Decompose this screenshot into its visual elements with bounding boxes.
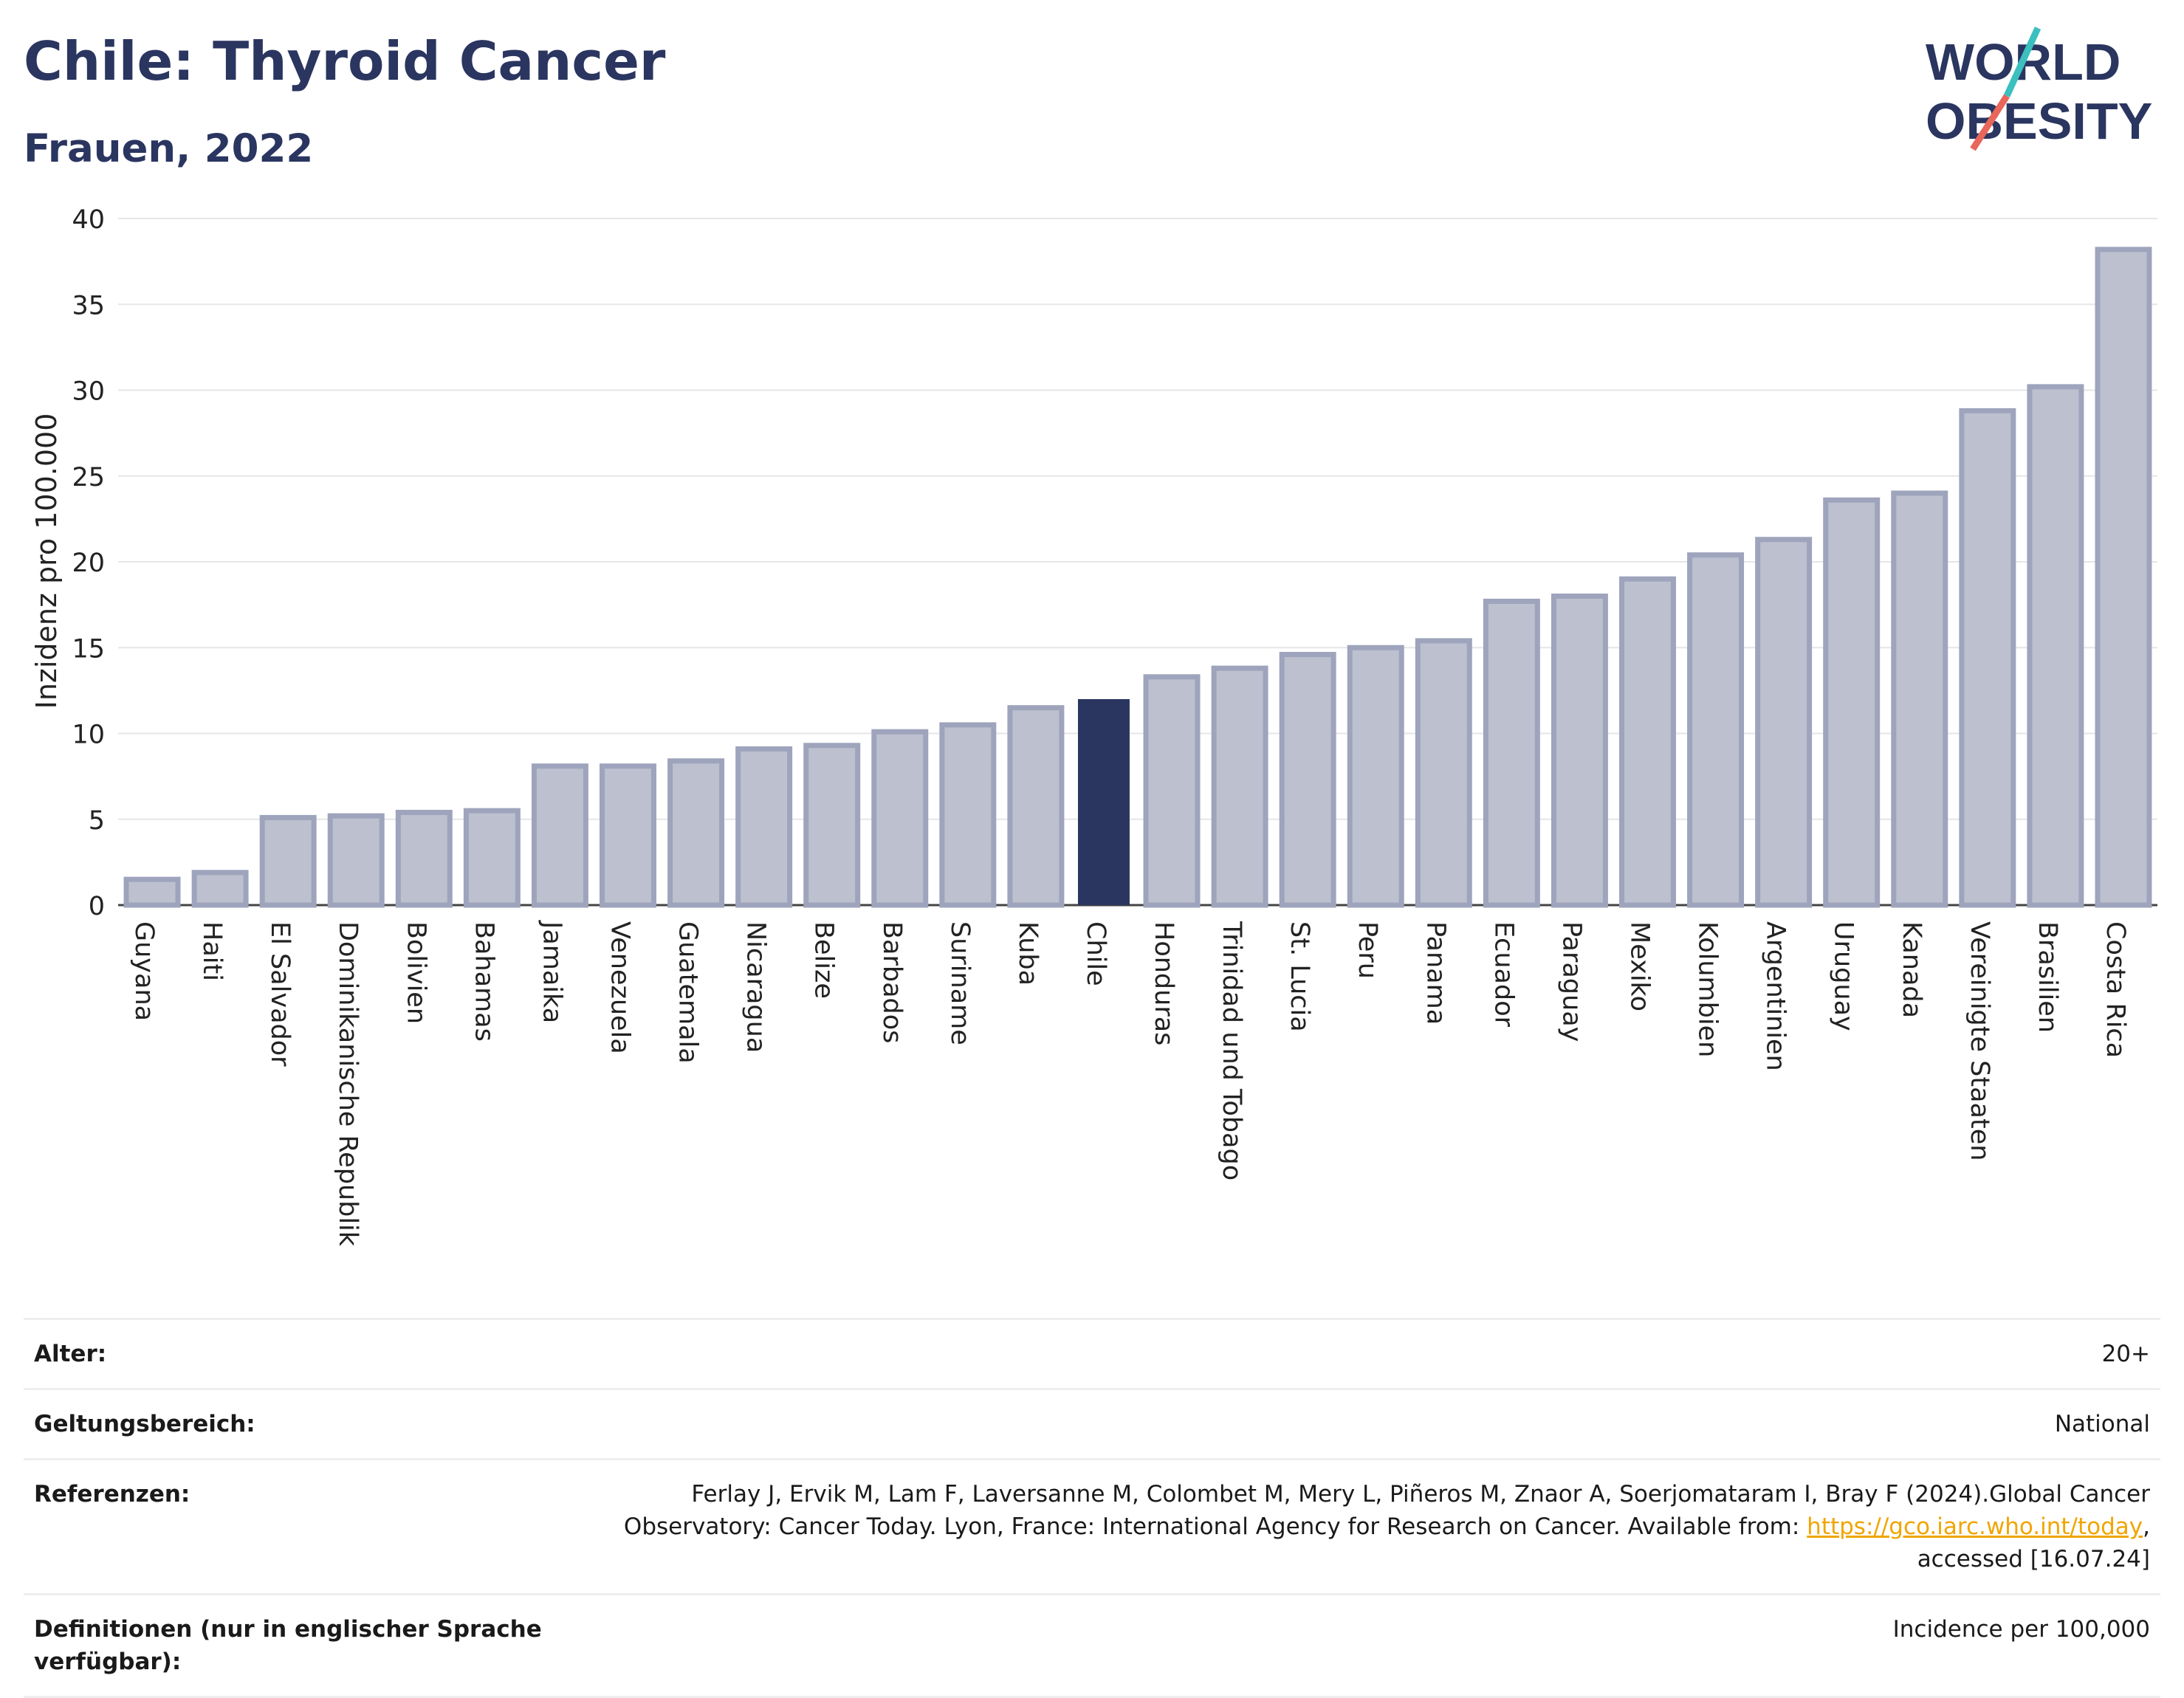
bar-suriname <box>939 722 997 908</box>
y-axis-ticks: 0 5 10 15 20 25 30 35 40 <box>72 205 105 921</box>
grid-lines <box>118 218 2157 907</box>
x-tick-label: Barbados <box>877 921 907 1043</box>
bar-vereinigte-staaten <box>1959 408 2016 908</box>
meta-label-references: Referenzen: <box>34 1481 190 1508</box>
y-tick-label: 35 <box>72 291 105 320</box>
bar-haiti <box>191 870 249 908</box>
x-tick-label: Argentinien <box>1761 921 1790 1071</box>
x-tick-label: Bahamas <box>469 921 498 1042</box>
y-tick-label: 5 <box>89 806 105 836</box>
meta-row-scope: Geltungsbereich: National <box>24 1388 2160 1458</box>
reference-accessed: , accessed [16.07.24] <box>1917 1513 2150 1572</box>
x-tick-label: Mexiko <box>1625 921 1655 1011</box>
bar-bahamas <box>463 808 521 908</box>
meta-value-scope: National <box>2054 1411 2150 1437</box>
bar-kolumbien <box>1687 552 1745 908</box>
x-tick-label: St. Lucia <box>1285 921 1314 1032</box>
bar-belize <box>803 743 861 908</box>
x-tick-label: Ecuador <box>1488 921 1518 1028</box>
world-obesity-logo: WORLD OBESITY <box>1926 27 2152 151</box>
bar-brasilien <box>2027 384 2084 908</box>
bar-jamaika <box>531 763 588 908</box>
x-tick-label: Bolivien <box>401 921 430 1024</box>
y-tick-label: 25 <box>72 463 105 492</box>
x-tick-label: Suriname <box>945 921 975 1045</box>
bar-trinidad-und-tobago <box>1211 665 1268 908</box>
x-tick-label: Trinidad und Tobago <box>1217 921 1246 1180</box>
x-tick-label: Nicaragua <box>741 921 771 1053</box>
meta-value-definitions: Incidence per 100,000 <box>1892 1616 2150 1643</box>
x-tick-label: Peru <box>1353 921 1382 979</box>
x-axis-labels: Guyana Haiti El Salvador Dominikanische Rep… <box>129 920 2130 1247</box>
bar-chart: 0 5 10 15 20 25 30 35 40 Guyana Haiti El Salvador D… <box>30 205 2157 1247</box>
x-tick-label: El Salvador <box>265 921 295 1067</box>
bars <box>123 247 2152 908</box>
bar-honduras <box>1143 674 1201 908</box>
y-tick-label: 20 <box>72 549 105 578</box>
meta-row-definitions: Definitionen (nur in englischer Sprache … <box>24 1593 2160 1698</box>
x-tick-label: Uruguay <box>1829 921 1858 1031</box>
bar-ecuador <box>1483 598 1540 908</box>
bar-peru <box>1347 645 1404 908</box>
x-tick-label: Dominikanische Republik <box>333 921 363 1247</box>
bar-guatemala <box>667 758 725 908</box>
bar-el-salvador <box>259 814 317 908</box>
y-tick-label: 40 <box>72 205 105 235</box>
y-axis-label: Inzidenz pro 100.000 <box>30 413 63 709</box>
reference-link[interactable]: https://gco.iarc.who.int/today <box>1807 1513 2143 1540</box>
meta-row-references: Referenzen: Ferlay J, Ervik M, Lam F, La… <box>24 1458 2160 1593</box>
meta-label-age: Alter: <box>34 1341 107 1367</box>
meta-label-definitions: Definitionen (nur in englischer Sprache … <box>34 1616 542 1675</box>
bar-nicaragua <box>735 746 793 908</box>
page-title: Chile: Thyroid Cancer <box>24 30 666 92</box>
svg-text:OBESITY: OBESITY <box>1926 92 2152 150</box>
bar-barbados <box>871 729 929 908</box>
x-tick-label: Kolumbien <box>1693 921 1723 1057</box>
page-subtitle: Frauen, 2022 <box>24 126 314 171</box>
x-tick-label: Guatemala <box>673 921 703 1064</box>
y-tick-label: 15 <box>72 634 105 664</box>
bar-chile <box>1077 699 1130 905</box>
y-tick-label: 10 <box>72 721 105 750</box>
bar-kanada <box>1891 490 1948 908</box>
bar-mexiko <box>1619 576 1676 908</box>
bar-panama <box>1415 638 1472 908</box>
meta-value-age: 20+ <box>2101 1341 2150 1367</box>
x-tick-label: Costa Rica <box>2101 921 2130 1058</box>
bar-venezuela <box>600 763 656 908</box>
bar-argentinien <box>1755 537 1813 908</box>
x-tick-label: Haiti <box>197 921 227 981</box>
meta-value-references: Ferlay J, Ervik M, Lam F, Laversanne M, … <box>566 1478 2150 1575</box>
x-tick-label: Chile <box>1081 921 1110 986</box>
x-tick-label: Jamaika <box>537 920 566 1023</box>
x-tick-label: Paraguay <box>1556 921 1586 1042</box>
x-tick-label: Guyana <box>129 921 159 1021</box>
bar-kuba <box>1007 705 1065 908</box>
bar-guyana <box>123 876 181 908</box>
reference-text: Ferlay J, Ervik M, Lam F, Laversanne M, … <box>623 1481 2150 1540</box>
x-tick-label: Kanada <box>1897 921 1926 1018</box>
bar-st-lucia <box>1279 652 1336 908</box>
x-tick-label: Vereinigte Staaten <box>1965 921 1994 1161</box>
x-tick-label: Panama <box>1421 921 1450 1025</box>
x-tick-label: Kuba <box>1013 921 1043 986</box>
x-tick-label: Venezuela <box>605 921 635 1054</box>
bar-paraguay <box>1551 594 1608 908</box>
bar-costa-rica <box>2095 247 2152 908</box>
bar-bolivien <box>395 809 453 908</box>
bar-uruguay <box>1823 497 1881 908</box>
metadata-table: Alter: 20+ Geltungsbereich: National Ref… <box>24 1318 2160 1698</box>
y-tick-label: 0 <box>89 892 105 921</box>
x-tick-label: Belize <box>809 921 839 999</box>
y-tick-label: 30 <box>72 377 105 407</box>
x-tick-label: Honduras <box>1149 921 1178 1045</box>
meta-label-scope: Geltungsbereich: <box>34 1411 255 1437</box>
bar-dominikanische-republik <box>327 813 385 908</box>
meta-row-age: Alter: 20+ <box>24 1318 2160 1388</box>
x-tick-label: Brasilien <box>2033 921 2062 1033</box>
